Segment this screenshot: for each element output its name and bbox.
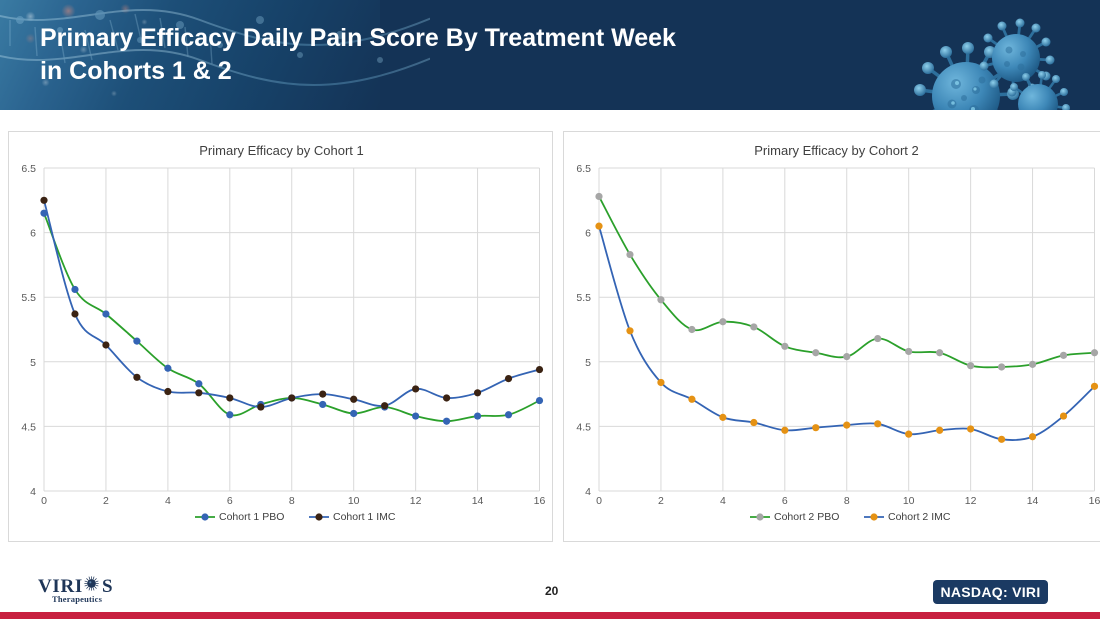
svg-text:5.5: 5.5 bbox=[21, 292, 36, 304]
svg-text:2: 2 bbox=[103, 495, 109, 507]
svg-text:16: 16 bbox=[534, 495, 546, 507]
svg-text:5: 5 bbox=[30, 357, 36, 369]
svg-text:6.5: 6.5 bbox=[21, 163, 36, 175]
svg-text:6: 6 bbox=[227, 495, 233, 507]
svg-text:14: 14 bbox=[1027, 495, 1039, 507]
svg-text:10: 10 bbox=[348, 495, 360, 507]
svg-text:Cohort 1 IMC: Cohort 1 IMC bbox=[333, 511, 396, 523]
svg-text:8: 8 bbox=[289, 495, 295, 507]
svg-text:6: 6 bbox=[782, 495, 788, 507]
svg-text:0: 0 bbox=[596, 495, 602, 507]
svg-text:5.5: 5.5 bbox=[576, 292, 591, 304]
svg-text:6: 6 bbox=[30, 228, 36, 240]
svg-text:4.5: 4.5 bbox=[21, 421, 36, 433]
svg-text:4: 4 bbox=[720, 495, 726, 507]
svg-text:4: 4 bbox=[165, 495, 171, 507]
svg-text:5: 5 bbox=[585, 357, 591, 369]
svg-text:10: 10 bbox=[903, 495, 915, 507]
svg-text:6.5: 6.5 bbox=[576, 163, 591, 175]
svg-text:4.5: 4.5 bbox=[576, 421, 591, 433]
svg-text:Cohort 2 IMC: Cohort 2 IMC bbox=[888, 511, 951, 523]
svg-text:Cohort 1 PBO: Cohort 1 PBO bbox=[219, 511, 284, 523]
svg-text:0: 0 bbox=[41, 495, 47, 507]
svg-text:6: 6 bbox=[585, 228, 591, 240]
svg-text:S: S bbox=[102, 576, 113, 597]
svg-text:12: 12 bbox=[410, 495, 422, 507]
svg-text:4: 4 bbox=[585, 486, 591, 498]
svg-text:Cohort 2 PBO: Cohort 2 PBO bbox=[774, 511, 839, 523]
svg-text:12: 12 bbox=[965, 495, 977, 507]
svg-text:Therapeutics: Therapeutics bbox=[52, 594, 103, 604]
svg-text:Primary Efficacy by Cohort 1: Primary Efficacy by Cohort 1 bbox=[199, 143, 363, 158]
svg-text:4: 4 bbox=[30, 486, 36, 498]
svg-text:8: 8 bbox=[844, 495, 850, 507]
svg-text:14: 14 bbox=[472, 495, 484, 507]
svg-text:2: 2 bbox=[658, 495, 664, 507]
svg-text:Primary Efficacy by Cohort 2: Primary Efficacy by Cohort 2 bbox=[754, 143, 918, 158]
svg-text:16: 16 bbox=[1089, 495, 1100, 507]
